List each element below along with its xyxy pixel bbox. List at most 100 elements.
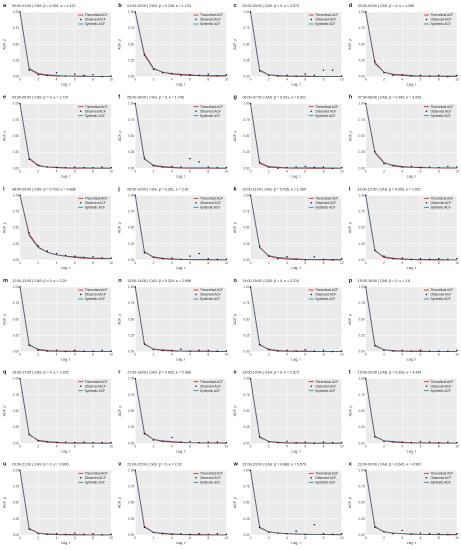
x-tick-label: 6 [304, 353, 306, 357]
observed-acf-point [322, 533, 325, 535]
panel-letter: w [233, 461, 239, 467]
legend-observed-label: Observed ACF [85, 384, 106, 388]
observed-acf-point [152, 439, 155, 441]
observed-acf-point [286, 74, 288, 77]
x-axis-title: Lag, τ [61, 83, 71, 87]
y-tick-label: 0.25 [359, 242, 365, 246]
y-tick-label: 0.00 [128, 441, 134, 445]
observed-acf-point [28, 158, 30, 160]
panel-letter: v [118, 461, 122, 467]
observed-acf-point [295, 530, 297, 532]
observed-acf-point [365, 102, 367, 105]
legend-theoretical-label: Theoretical ACF [200, 196, 223, 200]
legend-observed-key [425, 477, 428, 479]
y-axis-title: ACF, ρ [118, 39, 122, 50]
observed-acf-point [249, 469, 252, 472]
observed-acf-point [456, 349, 458, 352]
observed-acf-point [180, 258, 182, 261]
observed-acf-point [447, 533, 449, 536]
observed-acf-point [152, 349, 155, 351]
panel-title: 14:00-15:00 | CAS: β = 0, κ = 2.219 [243, 279, 300, 283]
y-tick-label: 0.25 [13, 425, 19, 429]
panel-i: i 08:00-09:00 | CAS: β = 0.703, κ = 4.868… [3, 186, 114, 270]
legend-theoretical-label: Theoretical ACF [431, 105, 454, 109]
x-tick-label: 0 [19, 353, 21, 357]
y-tick-label: 1.00 [359, 377, 365, 381]
panel-t: t 19:00-20:00 | CAS: β = 0.393, κ = 4.439… [348, 370, 459, 454]
observed-acf-point [365, 377, 367, 380]
observed-acf-point [331, 259, 334, 261]
x-tick-label: 10 [225, 169, 229, 173]
observed-acf-point [277, 350, 279, 352]
x-tick-label: 2 [383, 444, 385, 448]
x-tick-label: 10 [109, 536, 113, 540]
x-tick-label: 0 [19, 444, 21, 448]
observed-acf-point [225, 258, 228, 261]
panel-title: 05:00-06:00 | CAS: β = 0, κ = 1.746 [127, 96, 184, 100]
y-tick-label: 0.50 [243, 409, 249, 413]
observed-acf-point [207, 349, 209, 352]
legend-synthetic-label: Synthetic ACF [85, 297, 105, 301]
observed-acf-point [365, 194, 367, 197]
y-tick-label: 0.75 [359, 393, 365, 397]
legend-observed-label: Observed ACF [315, 476, 336, 480]
observed-acf-point [447, 165, 449, 168]
panel-j: j 09:00-10:00 | CAS: β = 0.361, κ = 2.67 0… [117, 186, 228, 270]
observed-acf-point [456, 258, 458, 260]
y-tick-label: 0.50 [243, 226, 249, 230]
legend-synthetic-label: Synthetic ACF [200, 114, 220, 118]
observed-acf-point [410, 350, 413, 352]
x-axis-title: Lag, τ [176, 358, 186, 362]
y-tick-label: 0.00 [359, 258, 365, 262]
observed-acf-point [189, 255, 191, 257]
legend-synthetic-label: Synthetic ACF [315, 297, 335, 301]
observed-acf-point [286, 440, 288, 443]
x-tick-label: 10 [225, 78, 229, 82]
y-axis-title: ACF, ρ [348, 222, 352, 233]
y-tick-label: 0.50 [13, 42, 19, 46]
x-tick-label: 0 [365, 78, 367, 82]
x-axis-title: Lag, τ [407, 541, 417, 545]
panel-letter: b [118, 3, 122, 9]
panel-a: a 00:00-01:00 | CAS: β = 0.391, κ = 4.122… [3, 3, 114, 87]
x-tick-label: 0 [250, 444, 252, 448]
x-tick-label: 4 [56, 444, 58, 448]
x-tick-label: 6 [420, 353, 422, 357]
observed-acf-point [419, 74, 422, 77]
y-tick-label: 0.50 [243, 42, 249, 46]
x-tick-label: 8 [92, 536, 94, 540]
y-tick-label: 1.00 [128, 285, 134, 289]
x-tick-label: 6 [74, 78, 76, 82]
x-tick-label: 0 [250, 78, 252, 82]
x-tick-label: 10 [109, 444, 113, 448]
observed-acf-point [383, 163, 385, 165]
observed-acf-point [410, 258, 413, 261]
observed-acf-point [198, 349, 200, 352]
x-tick-label: 10 [225, 536, 229, 540]
panel-letter: a [3, 3, 7, 9]
observed-acf-point [83, 166, 85, 169]
observed-acf-point [392, 441, 394, 443]
observed-acf-point [37, 440, 39, 442]
observed-acf-point [225, 74, 228, 76]
observed-acf-point [322, 441, 325, 443]
x-tick-label: 8 [207, 78, 209, 82]
x-tick-label: 6 [74, 169, 76, 173]
observed-acf-point [428, 533, 431, 535]
y-axis-title: ACF, ρ [3, 131, 7, 142]
x-tick-label: 0 [19, 261, 21, 265]
observed-acf-point [225, 533, 228, 536]
y-tick-label: 0.75 [359, 118, 365, 122]
x-tick-label: 2 [153, 353, 155, 357]
observed-acf-point [268, 531, 270, 534]
legend-theoretical-label: Theoretical ACF [85, 105, 108, 109]
observed-acf-point [37, 245, 39, 247]
observed-acf-point [322, 166, 325, 168]
observed-acf-point [438, 441, 440, 444]
observed-acf-point [189, 74, 191, 76]
observed-acf-point [134, 11, 136, 13]
observed-acf-point [383, 349, 385, 352]
observed-acf-point [143, 526, 146, 528]
y-tick-label: 1.00 [13, 377, 19, 381]
observed-acf-point [313, 166, 316, 169]
